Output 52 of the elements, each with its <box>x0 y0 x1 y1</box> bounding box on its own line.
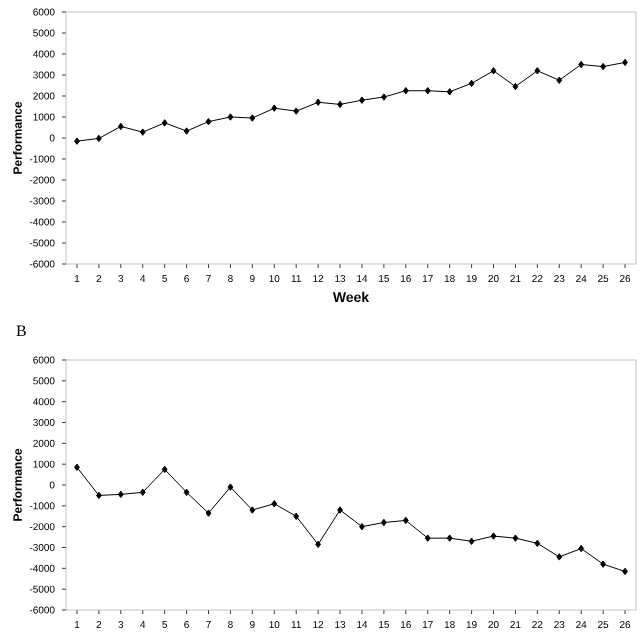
point <box>161 465 168 474</box>
point <box>578 544 585 553</box>
point <box>446 88 453 96</box>
point <box>468 79 475 88</box>
point <box>359 522 365 531</box>
point <box>227 483 234 491</box>
point <box>600 560 607 568</box>
point <box>183 127 190 135</box>
point <box>337 100 343 109</box>
point <box>468 537 475 545</box>
point <box>337 506 343 514</box>
point <box>271 104 278 112</box>
point <box>293 512 300 520</box>
point <box>600 62 607 71</box>
point <box>534 67 541 75</box>
point <box>622 567 628 576</box>
point <box>359 96 365 104</box>
point <box>380 93 387 101</box>
point <box>95 134 102 143</box>
point <box>249 506 256 514</box>
point <box>315 540 322 549</box>
point <box>622 58 628 67</box>
point <box>249 114 256 122</box>
point <box>512 534 519 542</box>
point <box>95 491 102 500</box>
point <box>556 76 563 84</box>
point <box>117 122 124 131</box>
point <box>424 534 431 542</box>
point <box>227 113 234 121</box>
point <box>183 488 190 496</box>
point <box>380 518 387 527</box>
point <box>556 553 563 561</box>
point <box>402 87 409 95</box>
point <box>315 98 322 106</box>
point <box>271 500 278 508</box>
point <box>424 87 431 95</box>
point <box>446 534 453 542</box>
point <box>490 532 497 540</box>
point <box>205 509 212 517</box>
point <box>402 516 409 525</box>
point <box>139 128 146 136</box>
point <box>534 539 541 548</box>
point <box>490 67 497 75</box>
point <box>117 490 124 499</box>
point <box>74 463 80 471</box>
point <box>512 82 519 91</box>
point <box>161 119 168 127</box>
point <box>139 488 146 496</box>
point <box>578 60 585 69</box>
point <box>74 137 80 145</box>
point <box>293 107 300 115</box>
point <box>205 117 212 126</box>
